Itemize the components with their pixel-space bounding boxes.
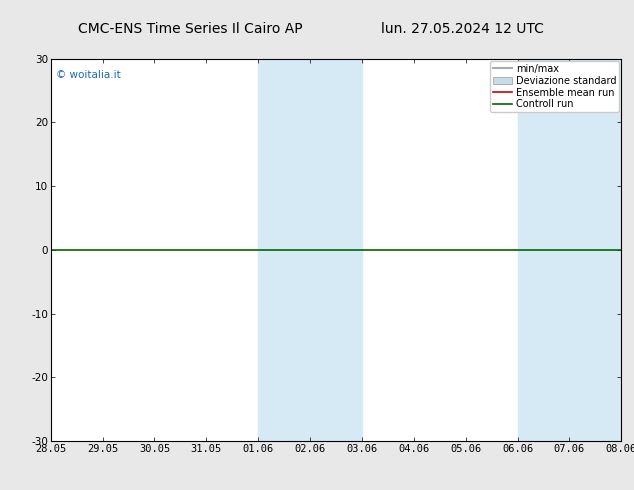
Legend: min/max, Deviazione standard, Ensemble mean run, Controll run: min/max, Deviazione standard, Ensemble m… <box>489 61 619 112</box>
Bar <box>517 59 621 441</box>
Text: CMC-ENS Time Series Il Cairo AP: CMC-ENS Time Series Il Cairo AP <box>78 23 302 36</box>
Text: lun. 27.05.2024 12 UTC: lun. 27.05.2024 12 UTC <box>382 23 544 36</box>
Text: © woitalia.it: © woitalia.it <box>56 70 121 80</box>
Bar <box>310 59 362 441</box>
Bar <box>258 59 310 441</box>
